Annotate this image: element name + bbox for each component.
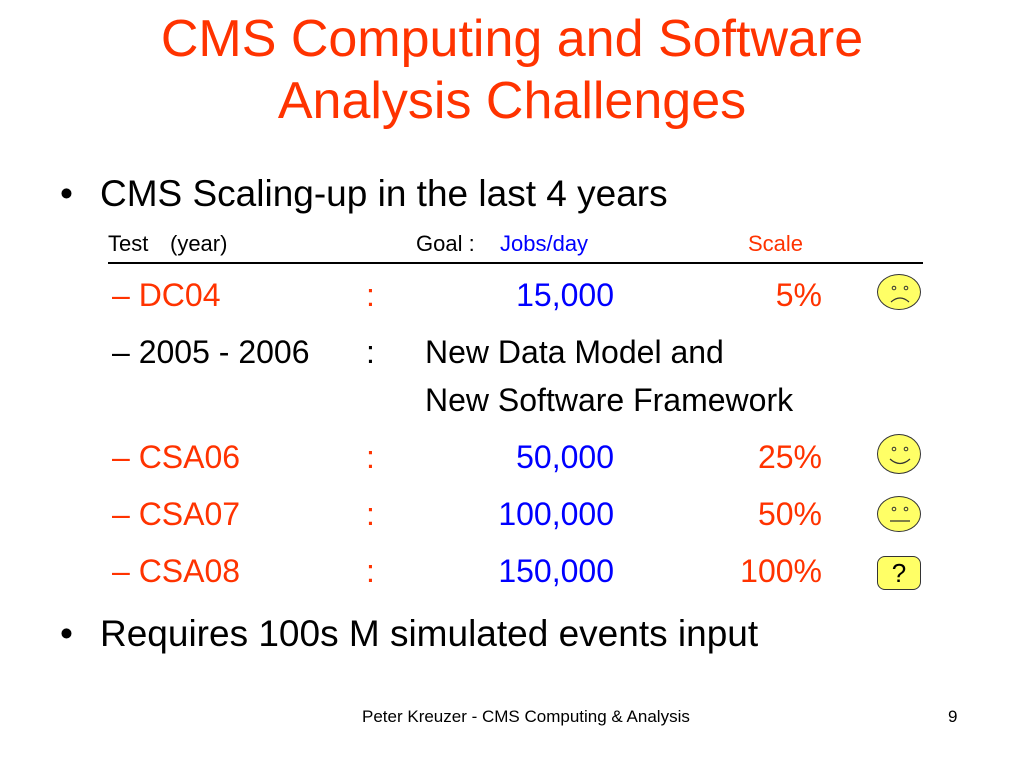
- page-number: 9: [948, 707, 958, 726]
- row-colon: :: [366, 553, 375, 589]
- bullet-text: Requires 100s M simulated events input: [100, 613, 759, 654]
- neutral-face-icon: [877, 496, 921, 532]
- row-csa06-name: – CSA06: [112, 438, 240, 476]
- bullet-scaling: • CMS Scaling-up in the last 4 years: [60, 172, 668, 216]
- row-label: DC04: [138, 277, 221, 313]
- row-csa06-scale: 25%: [757, 439, 822, 475]
- row-colon: :: [366, 334, 375, 370]
- header-test: Test: [108, 231, 149, 256]
- row-dash: –: [112, 496, 130, 532]
- row-label: CSA07: [138, 496, 241, 532]
- row-csa08-jobs: 150,000: [498, 553, 614, 589]
- row-colon: :: [366, 439, 375, 475]
- header-jobs-per-day: Jobs/day: [500, 231, 589, 256]
- row-dash: –: [112, 334, 130, 370]
- happy-face-icon: [877, 434, 921, 474]
- question-mark-icon: ?: [877, 556, 921, 590]
- row-csa08-name: – CSA08: [112, 552, 240, 590]
- slide-title-line2: Analysis Challenges: [277, 72, 747, 130]
- row-dash: –: [112, 277, 130, 313]
- row-colon: :: [366, 496, 375, 532]
- row-2005-2006-name: – 2005 - 2006: [112, 333, 310, 371]
- row-label: CSA08: [138, 553, 241, 589]
- header-scale: Scale: [748, 231, 804, 256]
- row-label: CSA06: [138, 439, 241, 475]
- header-goal: Goal :: [416, 231, 475, 256]
- row-dash: –: [112, 439, 130, 475]
- row-csa07-scale: 50%: [757, 496, 822, 532]
- row-csa08-scale: 100%: [740, 553, 822, 589]
- bullet-simulated-events: • Requires 100s M simulated events input: [60, 612, 758, 656]
- header-year: (year): [170, 231, 228, 256]
- bullet-marker: •: [60, 613, 73, 654]
- footer-text: Peter Kreuzer - CMS Computing & Analysis: [362, 707, 690, 726]
- row-dc04-name: – DC04: [112, 276, 221, 314]
- header-divider: [108, 262, 923, 264]
- slide-title-line1: CMS Computing and Software: [160, 10, 864, 68]
- row-csa07-jobs: 100,000: [498, 496, 614, 532]
- slide-title: CMS Computing and Software Analysis Chal…: [0, 8, 1024, 132]
- row-dash: –: [112, 553, 130, 589]
- row-csa07-name: – CSA07: [112, 495, 240, 533]
- sad-face-icon: [877, 274, 921, 310]
- row-dc04-jobs: 15,000: [516, 277, 614, 313]
- bullet-marker: •: [60, 173, 73, 214]
- row-2005-2006-note-line1: New Data Model and: [425, 334, 724, 370]
- row-2005-2006-note-line2: New Software Framework: [425, 382, 794, 418]
- row-dc04-scale: 5%: [775, 277, 822, 313]
- row-colon: :: [366, 277, 375, 313]
- row-csa06-jobs: 50,000: [516, 439, 614, 475]
- bullet-text: CMS Scaling-up in the last 4 years: [100, 173, 668, 214]
- row-label: 2005 - 2006: [138, 334, 310, 370]
